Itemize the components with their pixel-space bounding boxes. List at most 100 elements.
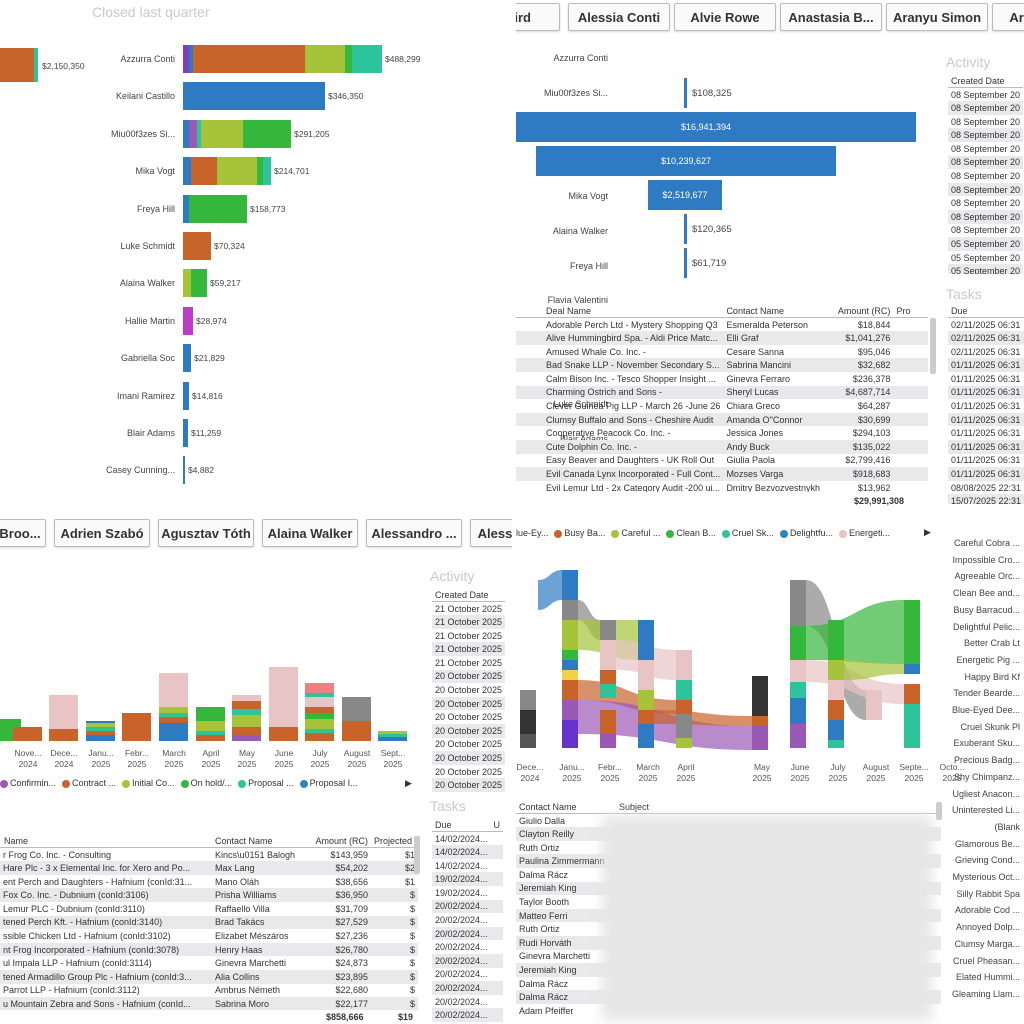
bar-segment[interactable] (183, 306, 193, 335)
ribbon-block[interactable] (520, 734, 536, 748)
account-list-item[interactable]: Cruel Pheasan... (952, 955, 1020, 966)
due-header[interactable]: Due (432, 818, 491, 833)
table-row[interactable]: Easy Beaver and Daughters - UK Roll Out G… (516, 454, 928, 468)
table-row[interactable]: Ginevra Marchetti (516, 950, 941, 964)
bar-row[interactable] (183, 456, 185, 485)
contact-name[interactable]: Ruth Ortiz (519, 924, 560, 935)
activity-date[interactable]: 20 October 2025 (435, 712, 503, 723)
ribbon-block[interactable] (790, 682, 806, 698)
activity-date[interactable]: 21 October 2025 (435, 630, 503, 641)
task-due[interactable]: 20/02/2024... (435, 942, 488, 953)
contact-name[interactable]: Matteo Ferri (516, 908, 616, 923)
bar-segment[interactable] (197, 119, 201, 148)
ribbon-flow[interactable] (538, 570, 562, 610)
task-due[interactable]: 20/02/2024... (432, 926, 491, 941)
stack-segment[interactable] (49, 695, 78, 729)
activity-date[interactable]: 20 October 2025 (435, 766, 503, 777)
account-list-item[interactable]: Clumsy Marga... (954, 938, 1020, 949)
table-row[interactable]: ent Perch and Daughters - Hafnium (conId… (0, 875, 418, 889)
account-list-item[interactable]: Agreeable Orc... (954, 571, 1020, 582)
stack-segment[interactable] (305, 719, 334, 729)
bar-segment[interactable] (183, 194, 189, 223)
deal-name[interactable]: ent Perch and Daughters - Hafnium (conId… (3, 876, 193, 887)
table-row[interactable]: Evil Canada Lynx Incorporated - Full Con… (516, 467, 928, 481)
stack-segment[interactable] (86, 721, 115, 723)
deal-name[interactable]: Lemur PLC - Dubnium (conId:3110) (3, 903, 145, 914)
stack-segment[interactable] (342, 697, 371, 721)
account-list-item[interactable]: Elated Hummi... (955, 972, 1020, 983)
bar-segment[interactable] (183, 344, 191, 373)
bar-segment[interactable] (345, 45, 352, 73)
table-row[interactable]: tened Perch Kft. - Hafnium (conId:3140) B… (0, 915, 418, 930)
ribbon-block[interactable] (638, 660, 654, 690)
legend-item[interactable]: Careful ... (611, 528, 660, 538)
account-list-item[interactable]: Shy Chimpanz... (953, 771, 1020, 782)
table-row[interactable]: Clever Guinea Pig LLP - March 26 -June 2… (516, 399, 928, 413)
name-header[interactable]: Name (0, 834, 212, 849)
bar-segment[interactable] (189, 194, 247, 223)
contact-name[interactable]: Taylor Booth (519, 896, 570, 907)
contact-name[interactable]: Giulio Dalla (519, 815, 566, 826)
contact-name[interactable]: Jeremiah King (516, 881, 616, 896)
task-due[interactable]: 01/11/2025 06:31 (948, 358, 1024, 372)
stack-segment[interactable] (122, 713, 151, 741)
funnel-bar[interactable]: $16,941,394 (516, 112, 916, 142)
account-list-item[interactable]: Uninterested Li... (951, 805, 1020, 816)
task-due[interactable]: 20/02/2024... (435, 914, 488, 925)
person-filter-button[interactable]: Adrien Szabó (54, 519, 150, 547)
stack-segment[interactable] (232, 715, 261, 727)
ribbon-block[interactable] (828, 720, 844, 740)
amount-header[interactable]: Amount (RC) (307, 834, 371, 849)
bar-segment[interactable] (183, 381, 189, 410)
table-row[interactable]: Bad Snake LLP - November Secondary S... S… (516, 358, 928, 372)
ribbon-block[interactable] (790, 660, 806, 682)
bar-row[interactable] (183, 119, 291, 148)
table-row[interactable]: nt Frog Incorporated - Hafnium (conId:30… (0, 942, 418, 957)
bar-segment[interactable] (183, 232, 211, 260)
bar-row[interactable] (183, 344, 191, 373)
ribbon-block[interactable] (638, 690, 654, 710)
deal-name[interactable]: Bad Snake LLP - November Secondary S... (516, 358, 724, 372)
ribbon-block[interactable] (600, 670, 616, 684)
activity-date[interactable]: 20 October 2025 (432, 696, 506, 711)
deal-name[interactable]: tened Armadillo Group Plc - Hafnium (con… (0, 969, 212, 984)
contact-name[interactable]: Rudi Horváth (516, 935, 616, 950)
account-list-item[interactable]: Gleaming Llam... (951, 988, 1020, 999)
stack-segment[interactable] (232, 695, 261, 701)
deal-name[interactable]: u Mountain Zebra and Sons - Hafnium (con… (0, 997, 212, 1010)
table-row[interactable]: Ruth Ortiz (516, 841, 941, 855)
ribbon-block[interactable] (790, 698, 806, 724)
bar-segment[interactable] (183, 45, 189, 73)
task-due[interactable]: 02/11/2025 06:31 (948, 331, 1024, 345)
task-due[interactable]: 20/02/2024... (432, 1008, 491, 1022)
person-filter-button[interactable]: Alessandro ... (366, 519, 462, 547)
funnel-bar[interactable]: $2,519,677 (648, 180, 722, 210)
person-filter-button[interactable]: Bird (516, 3, 560, 31)
legend-item[interactable]: Clean B... (666, 528, 716, 538)
ribbon-block[interactable] (676, 700, 692, 714)
ribbon-block[interactable] (562, 670, 578, 680)
contact-name[interactable]: Dalma Rácz (519, 869, 569, 880)
legend-item[interactable]: Initial Co... (122, 778, 175, 788)
task-due[interactable]: 01/11/2025 06:31 (951, 373, 1021, 384)
stack-segment[interactable] (378, 731, 407, 734)
task-due[interactable]: 20/02/2024... (432, 981, 491, 995)
stack-segment[interactable] (196, 707, 225, 721)
contact-name-header[interactable]: Contact Name (723, 304, 824, 319)
legend-item[interactable]: Confirmin... (0, 778, 56, 788)
deal-name[interactable]: tened Perch Kft. - Hafnium (conId:3140) (0, 915, 212, 930)
contact-name[interactable]: Ginevra Marchetti (519, 951, 591, 962)
account-list-item[interactable]: Adorable Cod ... (954, 905, 1020, 916)
bar-segment[interactable] (183, 82, 325, 111)
activity-date[interactable]: 20 October 2025 (435, 739, 503, 750)
person-filter-button[interactable]: Arie (992, 3, 1024, 31)
task-due[interactable]: 15/07/2025 22:31 (948, 494, 1024, 504)
table-row[interactable]: Dalma Rácz (516, 977, 941, 991)
contact-name[interactable]: Dalma Rácz (519, 978, 569, 989)
bar-row[interactable] (183, 381, 189, 410)
task-due[interactable]: 19/02/2024... (432, 872, 491, 886)
bar-segment[interactable] (263, 157, 271, 186)
account-list-item[interactable]: Cruel Skunk Pl (960, 721, 1020, 732)
table-row[interactable]: Ruth Ortiz (516, 922, 941, 936)
ribbon-chart[interactable] (516, 560, 936, 760)
